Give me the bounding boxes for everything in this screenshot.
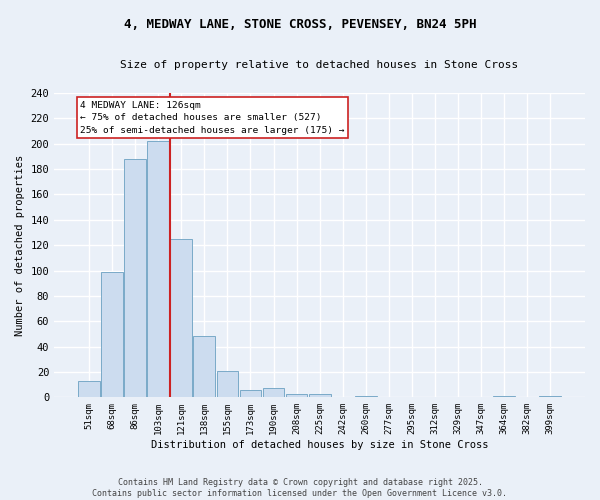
Bar (124, 159, 146, 398)
Bar (355, 396, 377, 398)
Bar (539, 396, 561, 398)
Bar (78, 381, 100, 398)
Text: 4 MEDWAY LANE: 126sqm
← 75% of detached houses are smaller (527)
25% of semi-det: 4 MEDWAY LANE: 126sqm ← 75% of detached … (80, 100, 344, 134)
Bar (286, 394, 307, 398)
Y-axis label: Number of detached properties: Number of detached properties (15, 154, 25, 336)
X-axis label: Distribution of detached houses by size in Stone Cross: Distribution of detached houses by size … (151, 440, 488, 450)
Text: Contains HM Land Registry data © Crown copyright and database right 2025.
Contai: Contains HM Land Registry data © Crown c… (92, 478, 508, 498)
Bar (239, 390, 262, 398)
Text: 4, MEDWAY LANE, STONE CROSS, PEVENSEY, BN24 5PH: 4, MEDWAY LANE, STONE CROSS, PEVENSEY, B… (124, 18, 476, 30)
Bar (193, 336, 215, 398)
Bar (217, 370, 238, 398)
Bar (148, 141, 169, 398)
Bar (101, 272, 123, 398)
Bar (170, 239, 193, 398)
Bar (263, 388, 284, 398)
Bar (493, 396, 515, 398)
Title: Size of property relative to detached houses in Stone Cross: Size of property relative to detached ho… (121, 60, 519, 70)
Bar (308, 394, 331, 398)
